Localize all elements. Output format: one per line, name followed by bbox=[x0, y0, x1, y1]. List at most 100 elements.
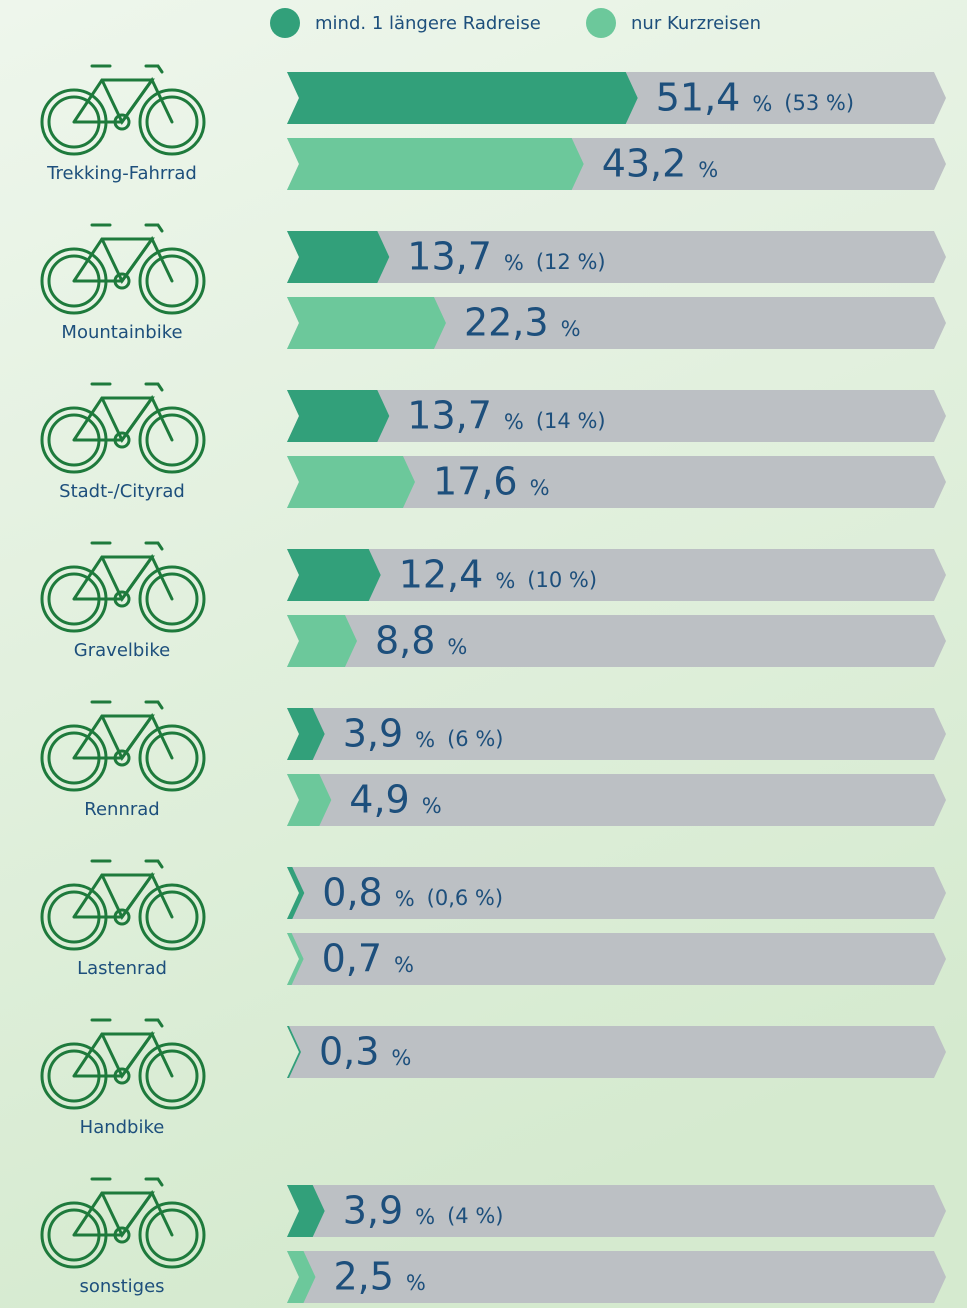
handlebar bbox=[144, 700, 164, 710]
bar bbox=[287, 138, 584, 190]
bar bbox=[287, 774, 332, 826]
track bbox=[287, 774, 946, 826]
bar bbox=[287, 390, 390, 442]
frame bbox=[100, 872, 174, 920]
value-unit: % bbox=[530, 476, 550, 500]
bar bbox=[287, 549, 381, 601]
track bbox=[287, 1185, 946, 1237]
wheel bbox=[145, 1208, 199, 1262]
category-label: Trekking-Fahrrad bbox=[46, 163, 197, 184]
category-label: Lastenrad bbox=[77, 958, 167, 979]
handlebar bbox=[144, 859, 164, 869]
value-label: 13,7 bbox=[407, 235, 492, 279]
value-label: 0,3 bbox=[319, 1030, 379, 1074]
frame bbox=[100, 1031, 174, 1079]
handlebar bbox=[144, 1177, 164, 1187]
crank bbox=[113, 1226, 131, 1244]
bike-icon bbox=[40, 64, 206, 156]
value-unit: % bbox=[698, 158, 718, 182]
wheel bbox=[138, 88, 206, 156]
value-label: 0,7 bbox=[322, 937, 382, 981]
frame bbox=[100, 395, 174, 443]
track bbox=[287, 867, 946, 919]
value-label: 2,5 bbox=[333, 1255, 393, 1299]
wheel bbox=[138, 247, 206, 315]
crank bbox=[113, 749, 131, 767]
track bbox=[287, 456, 946, 508]
crank bbox=[113, 431, 131, 449]
bar bbox=[287, 456, 415, 508]
bike-icon bbox=[40, 859, 206, 951]
category-label: Handbike bbox=[80, 1117, 165, 1138]
comparison-label: (14 %) bbox=[536, 409, 606, 433]
wheel bbox=[145, 890, 199, 944]
value-unit: % bbox=[504, 251, 524, 275]
legend-label: nur Kurzreisen bbox=[631, 13, 761, 34]
category-label: Rennrad bbox=[84, 799, 159, 820]
track bbox=[287, 1251, 946, 1303]
value-label: 12,4 bbox=[399, 553, 484, 597]
crank bbox=[113, 908, 131, 926]
value-unit: % bbox=[395, 887, 415, 911]
wheel bbox=[138, 724, 206, 792]
category-label: Mountainbike bbox=[61, 322, 182, 343]
value-unit: % bbox=[752, 92, 772, 116]
value-unit: % bbox=[415, 728, 435, 752]
value-unit: % bbox=[391, 1046, 411, 1070]
frame bbox=[100, 713, 174, 761]
category-label: Gravelbike bbox=[74, 640, 170, 661]
bike-icon bbox=[40, 1018, 206, 1110]
frame bbox=[100, 1190, 174, 1238]
value-label: 22,3 bbox=[464, 301, 549, 345]
track bbox=[287, 933, 946, 985]
bar bbox=[287, 615, 357, 667]
bar bbox=[287, 867, 305, 919]
bar bbox=[287, 72, 638, 124]
legend-swatch bbox=[586, 8, 616, 38]
wheel bbox=[138, 1201, 206, 1269]
value-label: 3,9 bbox=[343, 1189, 403, 1233]
bar bbox=[287, 708, 325, 760]
value-label: 51,4 bbox=[656, 76, 741, 120]
wheel bbox=[138, 565, 206, 633]
track bbox=[287, 615, 946, 667]
handlebar bbox=[144, 223, 164, 233]
crank bbox=[113, 590, 131, 608]
wheel bbox=[138, 883, 206, 951]
bike-icon bbox=[40, 700, 206, 792]
value-unit: % bbox=[561, 317, 581, 341]
frame bbox=[100, 554, 174, 602]
track bbox=[287, 297, 946, 349]
value-label: 4,9 bbox=[349, 778, 409, 822]
crank bbox=[113, 1067, 131, 1085]
value-label: 3,9 bbox=[343, 712, 403, 756]
track bbox=[287, 1026, 946, 1078]
bar bbox=[287, 1251, 316, 1303]
value-unit: % bbox=[447, 635, 467, 659]
frame bbox=[100, 236, 174, 284]
value-label: 43,2 bbox=[602, 142, 687, 186]
wheel bbox=[138, 406, 206, 474]
value-label: 0,8 bbox=[322, 871, 382, 915]
handlebar bbox=[144, 1018, 164, 1028]
wheel bbox=[145, 731, 199, 785]
handlebar bbox=[144, 64, 164, 74]
category-label: sonstiges bbox=[79, 1276, 164, 1297]
value-unit: % bbox=[422, 794, 442, 818]
value-unit: % bbox=[504, 410, 524, 434]
value-unit: % bbox=[406, 1271, 426, 1295]
legend-swatch bbox=[270, 8, 300, 38]
track bbox=[287, 549, 946, 601]
wheel bbox=[145, 1049, 199, 1103]
value-label: 13,7 bbox=[407, 394, 492, 438]
comparison-label: (0,6 %) bbox=[427, 886, 503, 910]
track bbox=[287, 390, 946, 442]
comparison-label: (6 %) bbox=[447, 727, 503, 751]
bike-icon bbox=[40, 1177, 206, 1269]
bike-icon bbox=[40, 382, 206, 474]
crank bbox=[113, 272, 131, 290]
track bbox=[287, 708, 946, 760]
legend-label: mind. 1 längere Radreise bbox=[315, 13, 541, 34]
wheel bbox=[145, 413, 199, 467]
value-label: 8,8 bbox=[375, 619, 435, 663]
